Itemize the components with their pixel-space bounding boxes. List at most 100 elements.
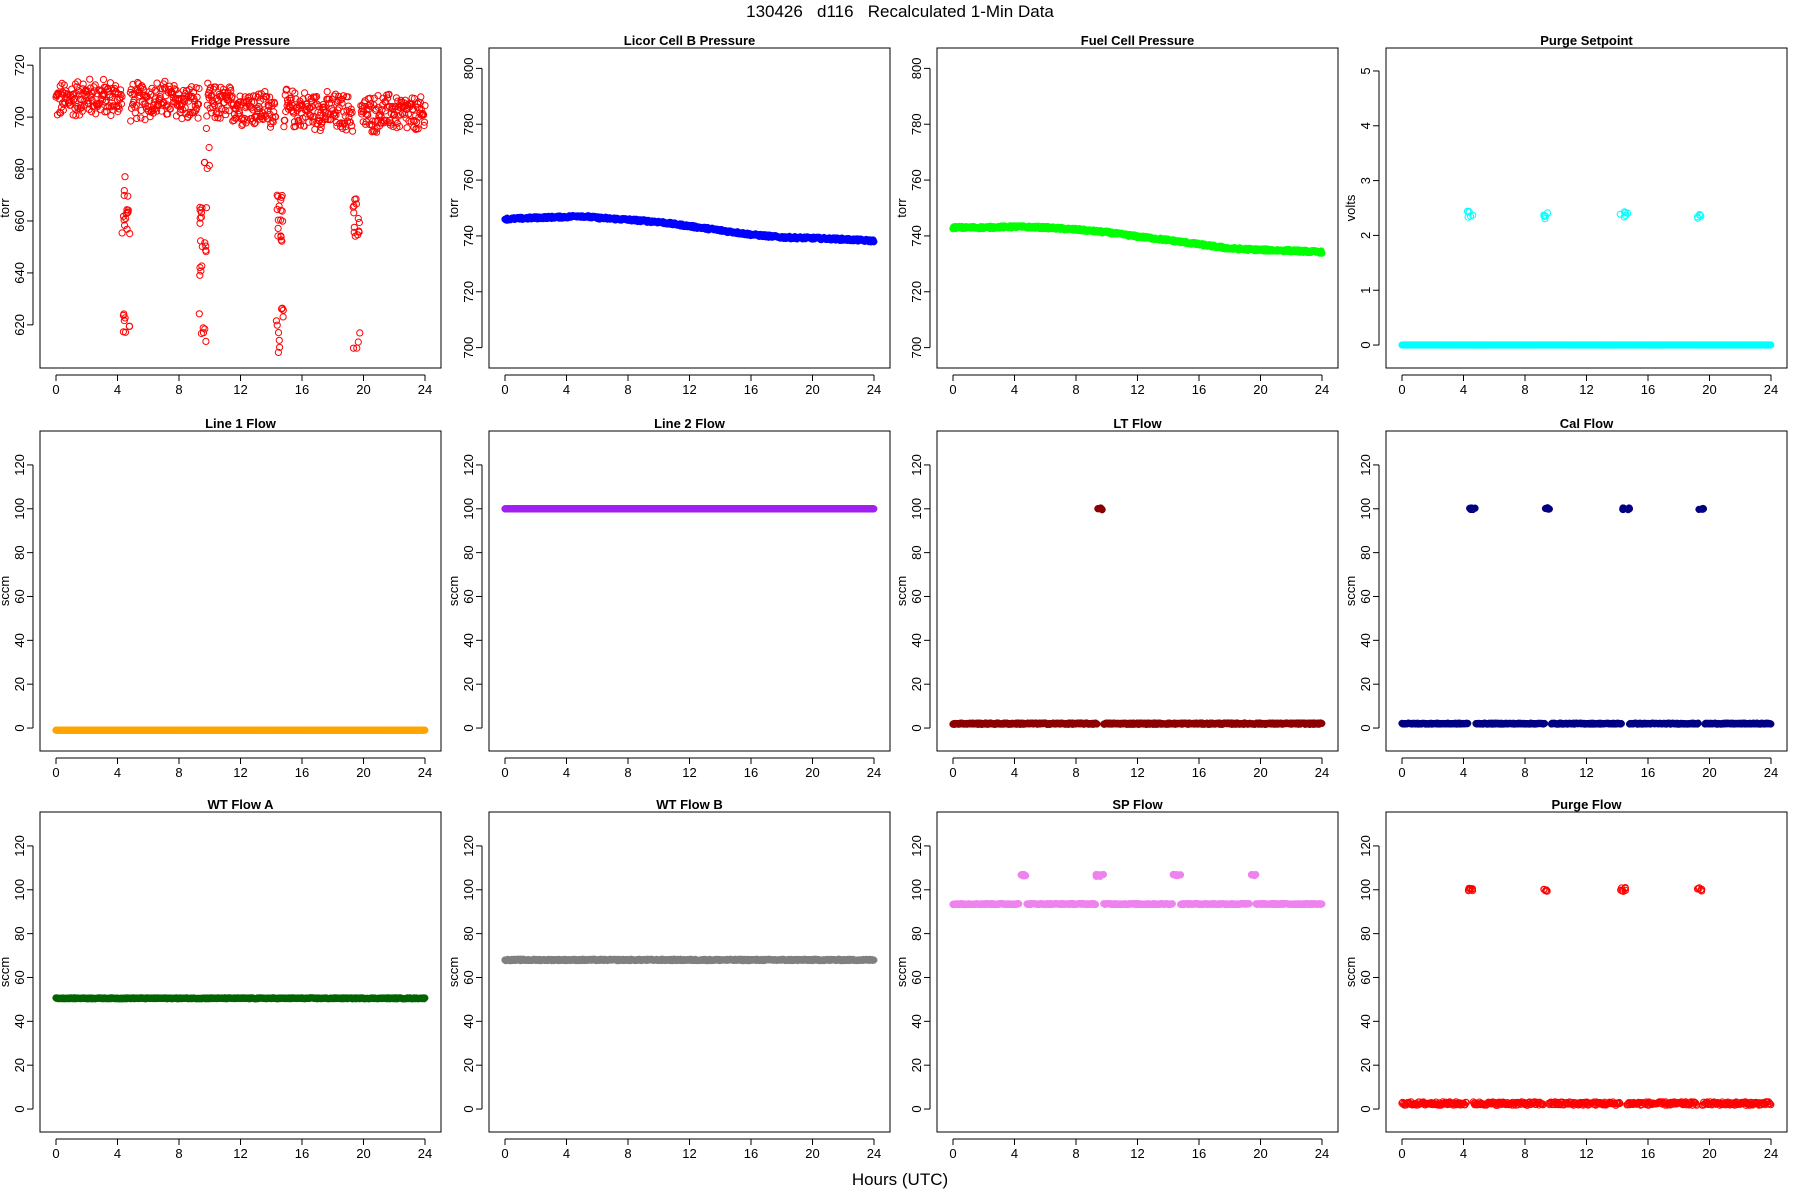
- plot-frame: [936, 47, 1339, 369]
- x-tick-label: 8: [175, 382, 182, 397]
- x-axis: 0 4 8 12 16 20 24: [501, 374, 881, 397]
- y-tick-label: 60: [909, 589, 924, 603]
- data-point: [196, 206, 204, 214]
- x-tick-label: 8: [1072, 382, 1079, 397]
- data-point: [403, 124, 411, 132]
- data-point: [385, 90, 393, 98]
- data-point: [289, 87, 297, 95]
- data-point: [153, 107, 161, 115]
- data-point: [274, 216, 282, 224]
- data-point: [355, 218, 363, 227]
- data-point: [1540, 719, 1549, 728]
- data-point: [137, 106, 145, 115]
- data-point: [254, 90, 263, 98]
- data-point: [349, 344, 358, 352]
- data-point: [349, 127, 357, 135]
- x-tick-label: 4: [114, 382, 121, 397]
- x-tick-label: 4: [563, 765, 570, 780]
- y-tick-label: 120: [12, 454, 27, 476]
- data-point: [194, 114, 202, 122]
- data-point: [193, 104, 201, 112]
- data-point: [410, 94, 418, 103]
- data-point: [127, 117, 135, 125]
- data-point: [274, 232, 282, 240]
- y-tick-label: 100: [909, 498, 924, 520]
- x-tick-label: 0: [501, 382, 508, 397]
- data-point: [348, 108, 356, 117]
- data-point: [348, 122, 356, 130]
- y-tick-label: 780: [461, 113, 476, 135]
- x-tick-label: 20: [356, 765, 370, 780]
- data-point: [295, 101, 304, 110]
- y-axis-label: sccm: [0, 576, 12, 606]
- data-point: [263, 93, 271, 101]
- y-tick-label: 2: [1358, 232, 1373, 239]
- data-point: [365, 102, 373, 110]
- data-point: [287, 94, 295, 102]
- x-tick-label: 16: [1641, 765, 1655, 780]
- data-point: [274, 224, 282, 232]
- data-point: [323, 88, 331, 96]
- x-tick-label: 8: [624, 765, 631, 780]
- data-point: [216, 114, 224, 122]
- data-point: [351, 232, 359, 240]
- y-tick-label: 100: [461, 498, 476, 520]
- data-point: [275, 202, 283, 210]
- y-tick-label: 760: [909, 169, 924, 191]
- data-point: [103, 108, 111, 116]
- y-tick-label: 20: [1358, 677, 1373, 691]
- data-point: [276, 343, 284, 351]
- data-point: [281, 116, 289, 125]
- data-point: [278, 207, 286, 215]
- data-point: [198, 243, 206, 251]
- data-point: [1767, 720, 1775, 728]
- x-tick-label: 4: [114, 765, 121, 780]
- data-point: [1093, 720, 1101, 728]
- x-tick-label: 24: [867, 382, 881, 397]
- data-point: [219, 85, 227, 94]
- y-tick-label: 1: [1358, 287, 1373, 294]
- data-point: [347, 109, 355, 118]
- panel-title: LT Flow: [1113, 416, 1162, 431]
- y-tick-label: 20: [461, 677, 476, 691]
- plot-frame: [39, 430, 442, 752]
- y-tick-label: 700: [461, 337, 476, 359]
- data-point: [267, 99, 275, 107]
- data-point: [213, 97, 221, 105]
- y-tick-label: 20: [909, 677, 924, 691]
- data-point: [287, 96, 295, 105]
- x-tick-label: 4: [1460, 382, 1467, 397]
- data-point: [164, 103, 172, 111]
- data-point: [1625, 505, 1634, 513]
- data-points: [1398, 504, 1775, 728]
- y-tick-label: 720: [461, 281, 476, 303]
- y-tick-label: 760: [461, 169, 476, 191]
- plot-frame: [39, 47, 442, 369]
- data-point: [199, 329, 208, 337]
- y-tick-label: 5: [1358, 67, 1373, 74]
- data-point: [1694, 719, 1702, 727]
- data-point: [133, 114, 141, 123]
- x-tick-label: 0: [1398, 765, 1405, 780]
- data-point: [344, 93, 352, 101]
- data-point: [273, 321, 281, 329]
- x-tick-label: 24: [1315, 765, 1329, 780]
- data-point: [201, 325, 209, 333]
- y-axis-label: torr: [894, 198, 909, 218]
- panel-title: Line 2 Flow: [654, 416, 726, 431]
- data-point: [234, 110, 242, 118]
- data-point: [196, 271, 204, 279]
- y-axis-label: sccm: [1343, 576, 1358, 606]
- data-point: [350, 209, 358, 217]
- x-tick-label: 24: [418, 382, 432, 397]
- data-point: [125, 322, 133, 330]
- data-point: [346, 118, 354, 126]
- data-point: [78, 107, 86, 115]
- panel-title: Purge Setpoint: [1540, 33, 1633, 48]
- data-point: [153, 79, 161, 87]
